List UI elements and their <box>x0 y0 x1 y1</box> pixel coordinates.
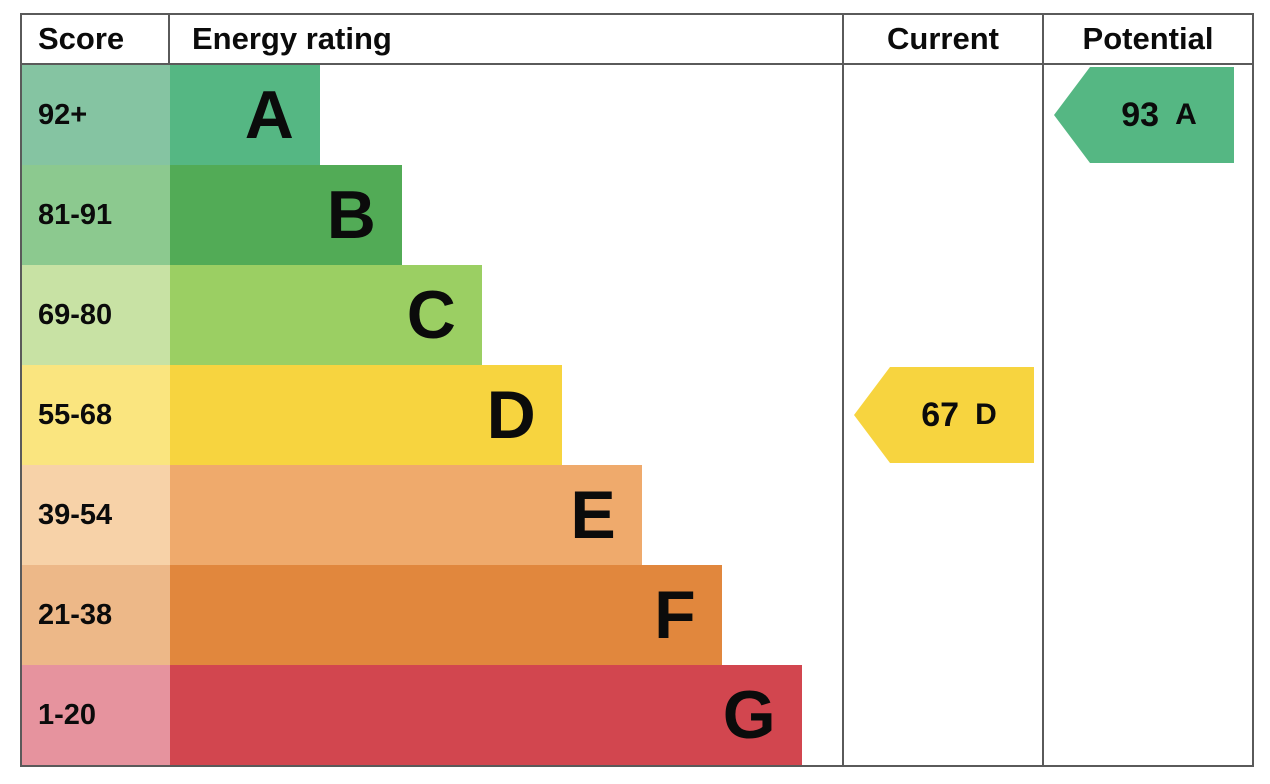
score-cell-g: 1-20 <box>22 665 170 765</box>
header-current: Current <box>842 15 1042 65</box>
rating-bar-a: A <box>170 65 320 165</box>
band-letter-d: D <box>486 377 536 453</box>
score-cell-d: 55-68 <box>22 365 170 465</box>
bar-cell-a: A <box>170 65 842 165</box>
score-cell-a: 92+ <box>22 65 170 165</box>
header-energy-rating: Energy rating <box>170 15 842 65</box>
score-cell-c: 69-80 <box>22 265 170 365</box>
potential-column: 93 A <box>1042 65 1252 765</box>
current-score-letter: D <box>975 398 997 431</box>
score-range-c: 69-80 <box>38 298 113 331</box>
score-range-b: 81-91 <box>38 198 113 231</box>
bar-cell-b: B <box>170 165 842 265</box>
band-letter-b: B <box>326 177 376 253</box>
rating-bar-f: F <box>170 565 722 665</box>
score-cell-f: 21-38 <box>22 565 170 665</box>
current-rating-arrow: 67 D <box>854 367 1034 463</box>
band-letter-a: A <box>244 77 294 153</box>
band-letter-f: F <box>654 577 696 653</box>
bar-cell-c: C <box>170 265 842 365</box>
bar-cell-f: F <box>170 565 842 665</box>
score-range-e: 39-54 <box>38 498 113 531</box>
bar-cell-e: E <box>170 465 842 565</box>
score-cell-b: 81-91 <box>22 165 170 265</box>
rating-bar-b: B <box>170 165 402 265</box>
rating-bar-g: G <box>170 665 802 765</box>
score-cell-e: 39-54 <box>22 465 170 565</box>
current-score-value: 67 <box>921 395 960 434</box>
potential-score-value: 93 <box>1121 95 1160 134</box>
epc-chart: Score Energy rating Current Potential 92… <box>20 13 1254 767</box>
band-letter-c: C <box>406 277 456 353</box>
potential-score-letter: A <box>1175 98 1197 131</box>
score-range-f: 21-38 <box>38 598 113 631</box>
current-column: 67 D <box>842 65 1042 765</box>
score-range-g: 1-20 <box>38 698 97 731</box>
header-potential: Potential <box>1042 15 1252 65</box>
potential-rating-arrow: 93 A <box>1054 67 1234 163</box>
rating-bar-e: E <box>170 465 642 565</box>
bar-cell-g: G <box>170 665 842 765</box>
score-range-a: 92+ <box>38 98 88 131</box>
header-score: Score <box>22 15 170 65</box>
band-letter-g: G <box>722 677 776 753</box>
rating-bar-c: C <box>170 265 482 365</box>
rating-bar-d: D <box>170 365 562 465</box>
score-range-d: 55-68 <box>38 398 113 431</box>
bar-cell-d: D <box>170 365 842 465</box>
band-letter-e: E <box>570 477 616 553</box>
